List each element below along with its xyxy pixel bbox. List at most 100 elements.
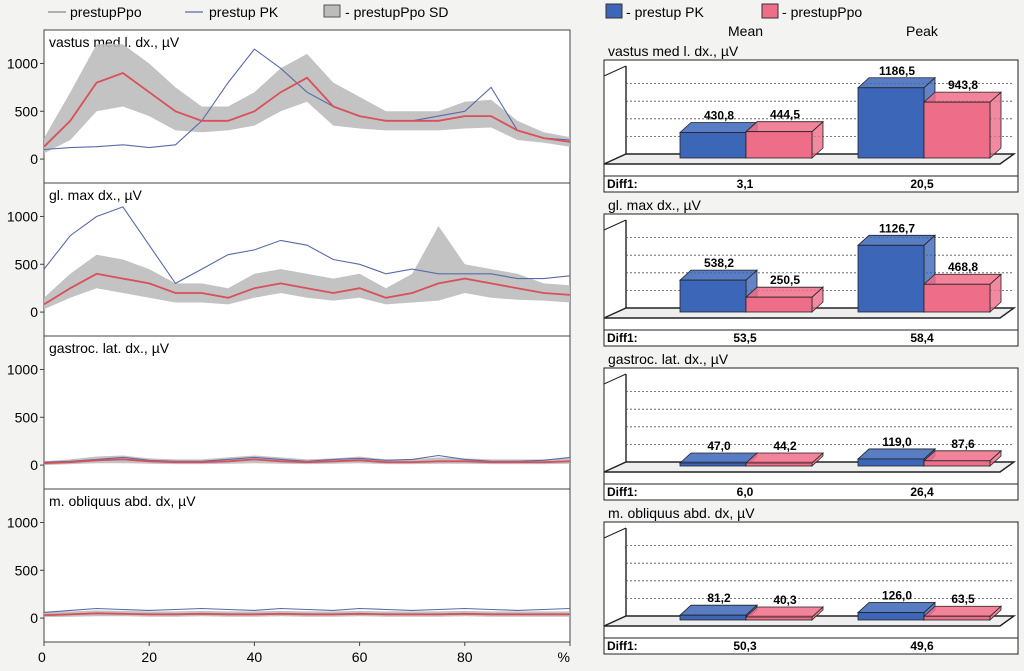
diff-label: Diff1: (607, 485, 638, 499)
y-tick-label: 1000 (7, 514, 38, 530)
diff-value: 20,5 (910, 177, 934, 191)
panel-title: gastroc. lat. dx., µV (49, 340, 170, 356)
bar-top (678, 122, 759, 133)
bar-value-label: 444,5 (770, 108, 800, 122)
bar-panel-title: vastus med l. dx., µV (608, 43, 739, 59)
bar (745, 462, 813, 467)
bar-top (678, 269, 759, 281)
bar-value-label: 126,0 (882, 589, 912, 603)
bar-top (744, 606, 825, 618)
bar (923, 460, 991, 467)
bar (745, 131, 813, 159)
legend-bar-ppo-swatch (761, 3, 779, 19)
bar-panel-title: m. obliquus abd. dx, µV (608, 505, 755, 521)
right-legend: - prestup PK - prestupPpo Mean Peak (605, 3, 939, 39)
bar-panel-title: gl. max dx., µV (608, 197, 702, 213)
pk-line (43, 206, 571, 285)
bar-top (922, 273, 1003, 285)
bar-top (856, 448, 937, 460)
bar-value-label: 47,0 (707, 439, 731, 453)
bar-value-label: 943,8 (948, 78, 978, 92)
wall-top-edge (603, 65, 627, 77)
bar-panel-3: gastroc. lat. dx., µV 47,0 44,2 119,0 87,6 Di… (603, 351, 1019, 501)
y-tick-label: 500 (15, 562, 39, 578)
pk-line (43, 48, 571, 151)
bar-top (922, 91, 1003, 103)
bar-value-label: 1126,7 (879, 221, 915, 235)
y-tick-label: 500 (15, 103, 39, 119)
bar-panel-1: vastus med l. dx., µV 430,8 444,5 1186,5 943… (603, 43, 1019, 193)
bar (745, 616, 813, 621)
left-panel-1: vastus med l. dx., µV 0 500 1000 (7, 29, 571, 184)
bar-top (744, 121, 825, 133)
y-tick-label: 0 (30, 151, 38, 167)
bar (679, 462, 747, 467)
bar-value-label: 468,8 (948, 260, 978, 274)
diff-value: 53,5 (733, 331, 757, 345)
sd-band (44, 226, 570, 310)
left-panel-2: gl. max dx., µV 0 500 1000 (7, 182, 571, 337)
y-tick-label: 0 (30, 304, 38, 320)
legend-bar-ppo-label: - prestupPpo (782, 4, 862, 20)
mean-line (43, 458, 571, 465)
left-panel-3-frame (43, 335, 571, 490)
pk-line (43, 607, 571, 613)
bar-panel-4: m. obliquus abd. dx, µV 81,2 40,3 126,0 63,5… (603, 505, 1019, 655)
mean-line (43, 272, 571, 306)
y-tick-label: 1000 (7, 55, 38, 71)
bar (857, 458, 925, 467)
mean-line (43, 71, 571, 148)
bar (857, 244, 925, 313)
sd-band (44, 44, 570, 154)
diff-label: Diff1: (607, 639, 638, 653)
y-tick-label: 0 (30, 610, 38, 626)
x-tick-label: 0 (38, 649, 46, 665)
x-tick-label: 80 (457, 649, 473, 665)
bar-value-label: 63,5 (951, 592, 975, 606)
bar-value-label: 87,6 (951, 437, 975, 451)
left-panel-2-frame (43, 182, 571, 337)
y-tick-label: 500 (15, 256, 39, 272)
bar-side (989, 91, 1002, 159)
bar-value-label: 538,2 (704, 256, 734, 270)
bar-top (678, 604, 759, 616)
legend-sd-label: - prestupPpo SD (345, 4, 449, 20)
wall-top-edge (603, 219, 627, 231)
bar (857, 87, 925, 159)
panel-title: vastus med l. dx., µV (49, 34, 180, 50)
bar-value-label: 81,2 (707, 591, 731, 605)
diff-row (603, 329, 1019, 347)
bar (923, 615, 991, 621)
diff-row (603, 637, 1019, 655)
bar-top (922, 605, 1003, 617)
x-tick-label: 20 (141, 649, 157, 665)
diff-value: 58,4 (910, 331, 934, 345)
bar-top (856, 602, 937, 613)
y-tick-label: 1000 (7, 208, 38, 224)
bar-top (856, 234, 937, 246)
diff-row (603, 483, 1019, 501)
legend-mean-label: prestupPpo (70, 4, 142, 20)
left-panel-4: m. obliquus abd. dx, µV 0 500 1000 (7, 488, 571, 643)
legend-sd-swatch (323, 4, 341, 18)
diff-row (603, 175, 1019, 193)
x-axis: 0 20 40 60 80% (38, 642, 571, 665)
legend-pk-label: prestup PK (209, 4, 279, 20)
bar (679, 279, 747, 313)
bar-top (744, 452, 825, 464)
bar-top (744, 286, 825, 298)
bar (679, 614, 747, 621)
left-panel-3: gastroc. lat. dx., µV 0 500 1000 (7, 335, 571, 490)
bar (857, 612, 925, 621)
mean-line (43, 612, 570, 617)
bar (923, 101, 991, 159)
bar-value-label: 1186,5 (879, 64, 915, 78)
y-tick-label: 0 (30, 457, 38, 473)
bar-panel-2: gl. max dx., µV 538,2 250,5 1126,7 468,8 Diff… (603, 197, 1019, 347)
mean-heading: Mean (728, 23, 763, 39)
diff-value: 26,4 (910, 485, 934, 499)
x-tick-label: 60 (352, 649, 368, 665)
y-tick-label: 1000 (7, 361, 38, 377)
